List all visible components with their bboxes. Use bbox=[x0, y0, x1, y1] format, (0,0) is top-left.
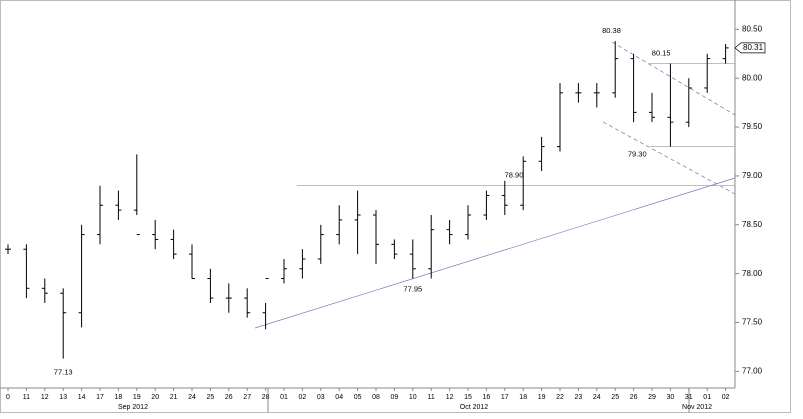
x-tick-label: 11 bbox=[23, 394, 30, 401]
y-tick-label: 80.00 bbox=[742, 73, 763, 82]
y-tick-label: 80.50 bbox=[742, 24, 763, 33]
x-tick-label: 20 bbox=[151, 394, 159, 401]
last-price-marker bbox=[734, 42, 766, 54]
y-tick-label: 77.00 bbox=[742, 366, 763, 375]
x-tick-label: 03 bbox=[317, 394, 325, 401]
price-annotation: 78.90 bbox=[505, 171, 524, 180]
month-label: Nov 2012 bbox=[682, 404, 712, 411]
x-tick-label: 0 bbox=[6, 394, 10, 401]
x-tick-label: 29 bbox=[648, 394, 656, 401]
x-tick-label: 27 bbox=[243, 394, 251, 401]
x-tick-label: 08 bbox=[372, 394, 380, 401]
x-tick-label: 13 bbox=[59, 394, 67, 401]
x-tick-label: 02 bbox=[722, 394, 730, 401]
last-price-label: 80.31 bbox=[743, 43, 764, 52]
x-tick-label: 25 bbox=[207, 394, 215, 401]
y-tick-label: 77.50 bbox=[742, 318, 763, 327]
x-tick-label: 12 bbox=[446, 394, 454, 401]
price-annotation: 80.15 bbox=[652, 49, 671, 58]
x-tick-label: 18 bbox=[519, 394, 527, 401]
x-tick-label: 16 bbox=[483, 394, 491, 401]
y-tick-label: 79.00 bbox=[742, 171, 763, 180]
month-label: Sep 2012 bbox=[118, 404, 148, 411]
x-tick-label: 09 bbox=[391, 394, 399, 401]
x-tick-label: 17 bbox=[96, 394, 104, 401]
price-annotation: 79.30 bbox=[628, 150, 647, 159]
x-tick-label: 22 bbox=[556, 394, 564, 401]
x-tick-label: 17 bbox=[501, 394, 509, 401]
x-tick-label: 01 bbox=[703, 394, 711, 401]
y-tick-label: 78.00 bbox=[742, 269, 763, 278]
x-tick-label: 12 bbox=[41, 394, 49, 401]
price-annotation: 77.13 bbox=[54, 368, 73, 377]
x-tick-label: 24 bbox=[593, 394, 601, 401]
trend-line bbox=[254, 177, 736, 329]
x-tick-label: 26 bbox=[225, 394, 233, 401]
x-tick-label: 15 bbox=[464, 394, 472, 401]
price-annotation: 80.38 bbox=[602, 26, 621, 35]
month-label: Oct 2012 bbox=[460, 404, 489, 411]
x-tick-label: 30 bbox=[667, 394, 675, 401]
x-tick-label: 28 bbox=[262, 394, 270, 401]
x-tick-label: 10 bbox=[409, 394, 417, 401]
x-tick-label: 02 bbox=[299, 394, 307, 401]
x-tick-label: 26 bbox=[630, 394, 638, 401]
x-tick-label: 23 bbox=[575, 394, 583, 401]
frame bbox=[0, 0, 791, 413]
x-tick-label: 25 bbox=[611, 394, 619, 401]
x-tick-label: 24 bbox=[188, 394, 196, 401]
trend-line bbox=[611, 41, 736, 116]
x-tick-label: 04 bbox=[335, 394, 343, 401]
y-tick-label: 78.50 bbox=[742, 220, 763, 229]
x-tick-label: 18 bbox=[115, 394, 123, 401]
y-tick-label: 79.50 bbox=[742, 122, 763, 131]
x-tick-label: 19 bbox=[133, 394, 141, 401]
x-tick-label: 11 bbox=[428, 394, 435, 401]
x-tick-label: 14 bbox=[78, 394, 86, 401]
x-tick-label: 05 bbox=[354, 394, 362, 401]
x-tick-label: 19 bbox=[538, 394, 546, 401]
x-tick-label: 21 bbox=[170, 394, 178, 401]
price-annotation: 77.95 bbox=[403, 285, 422, 294]
x-tick-label: 01 bbox=[280, 394, 288, 401]
trend-line bbox=[602, 121, 736, 195]
